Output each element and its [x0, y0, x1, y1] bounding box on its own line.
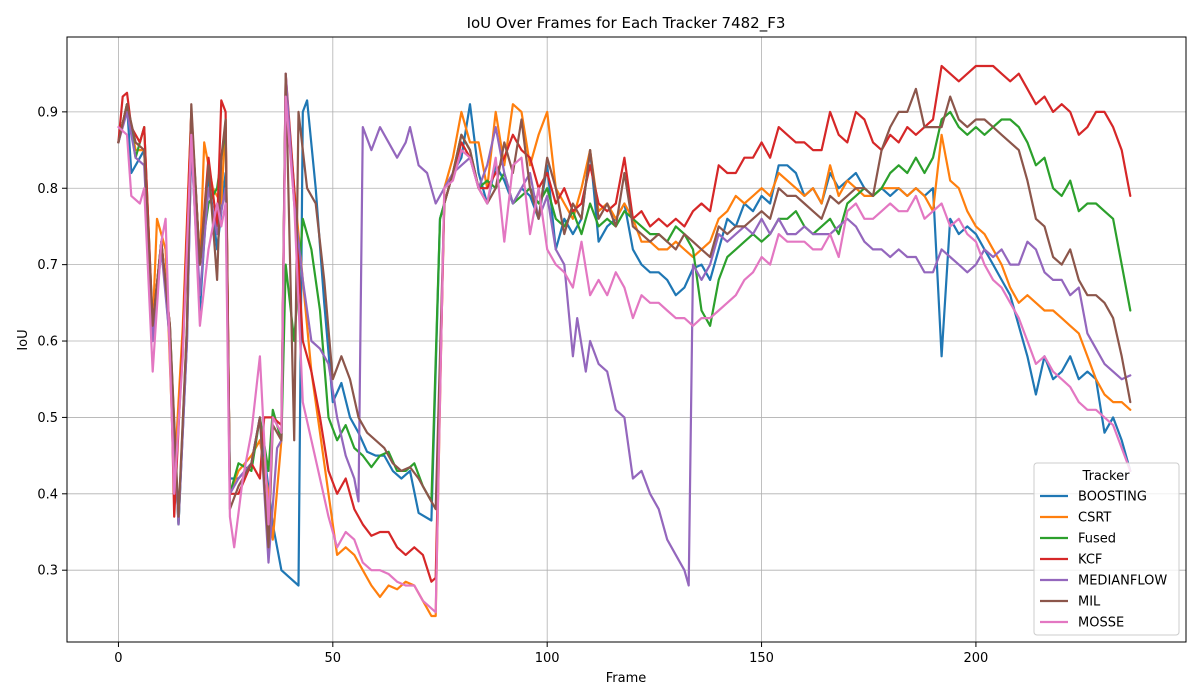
series-line-csrt	[117, 80, 1132, 618]
y-tick-label: 0.9	[37, 105, 58, 120]
y-axis-ticks: 0.3 0.4 0.5 0.6 0.7 0.8 0.9	[37, 105, 67, 579]
x-tick-label: 150	[749, 651, 774, 666]
series-line-mil	[117, 72, 1132, 549]
plot-frame	[66, 36, 1187, 643]
legend-label: MOSSE	[1078, 616, 1124, 631]
x-tick-label: 0	[114, 651, 122, 666]
legend-title: Tracker	[1082, 469, 1131, 484]
y-tick-label: 0.8	[37, 182, 58, 197]
x-tick-label: 100	[535, 651, 560, 666]
legend: Tracker BOOSTING CSRT Fused KCF MEDIANFLOW MI…	[1033, 462, 1180, 636]
y-tick-label: 0.7	[37, 258, 58, 273]
y-tick-label: 0.6	[37, 335, 58, 350]
legend-label: CSRT	[1078, 511, 1111, 526]
legend-label: KCF	[1078, 553, 1102, 568]
x-tick-label: 200	[964, 651, 989, 666]
y-tick-label: 0.4	[37, 487, 58, 502]
legend-label: MIL	[1078, 595, 1101, 610]
y-axis-label: IoU	[16, 329, 31, 350]
y-tick-label: 0.3	[37, 564, 58, 579]
grid-lines	[67, 37, 1186, 642]
series-lines	[117, 64, 1132, 618]
series-line-fused	[117, 103, 1132, 526]
y-tick-label: 0.5	[37, 411, 58, 426]
legend-label: BOOSTING	[1078, 490, 1147, 505]
legend-label: MEDIANFLOW	[1078, 574, 1167, 589]
x-axis-ticks: 0 50 100 150 200	[114, 642, 988, 666]
legend-label: Fused	[1078, 532, 1116, 547]
series-line-mosse	[117, 95, 1132, 614]
x-tick-label: 50	[325, 651, 342, 666]
legend-box	[1033, 462, 1180, 636]
x-axis-label: Frame	[606, 671, 647, 686]
chart-title: IoU Over Frames for Each Tracker 7482_F3	[467, 14, 786, 33]
